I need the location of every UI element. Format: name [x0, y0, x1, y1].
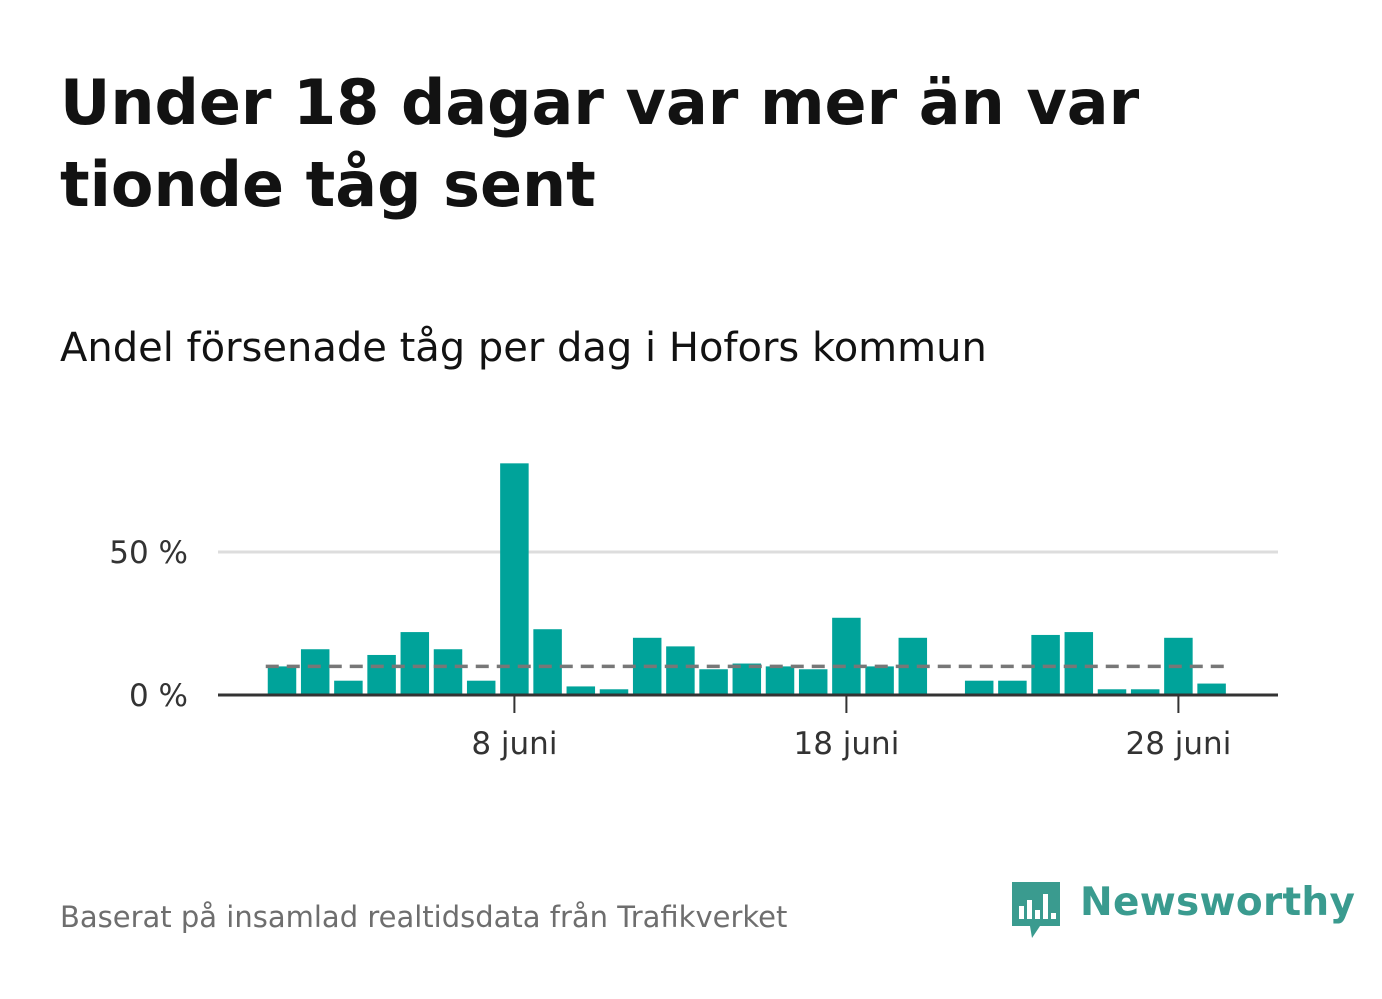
x-tick-label-1: 18 juni — [793, 726, 899, 762]
bar-day-7 — [466, 680, 496, 695]
bar-day-16 — [765, 666, 795, 695]
bars — [267, 463, 1226, 695]
bar-day-18 — [832, 617, 861, 695]
bar-day-13 — [666, 646, 695, 695]
bar-day-23 — [998, 680, 1027, 695]
y-tick-label-0: 0 % — [129, 678, 188, 714]
bar-day-5 — [400, 632, 430, 695]
bar-day-29 — [1197, 683, 1226, 695]
chart-title: Under 18 dagar var mer än var tionde tåg… — [60, 66, 1140, 221]
bar-day-4 — [367, 654, 396, 695]
bar-day-6 — [433, 649, 463, 695]
brand-name: Newsworthy — [1080, 880, 1356, 925]
bar-day-25 — [1064, 632, 1094, 695]
x-tick-label-0: 8 juni — [471, 726, 557, 762]
bar-day-11 — [599, 689, 629, 695]
bar-day-17 — [798, 669, 828, 695]
bar-day-8 — [500, 463, 529, 695]
bar-day-14 — [699, 669, 728, 695]
bar-chart-speech-bubble-icon — [1012, 882, 1060, 938]
bar-day-2 — [300, 649, 330, 695]
bar-day-3 — [334, 680, 363, 695]
axes: 0 % 50 % 8 juni 18 juni 28 juni — [109, 535, 1278, 762]
y-tick-label-1: 50 % — [109, 535, 188, 571]
brand-logo: Newsworthy — [1010, 878, 1355, 942]
bar-day-19 — [865, 666, 894, 695]
bar-day-22 — [964, 680, 994, 695]
chart-subtitle: Andel försenade tåg per dag i Hofors kom… — [60, 325, 987, 371]
bar-day-27 — [1130, 689, 1160, 695]
bar-day-1 — [267, 666, 297, 695]
x-tick-label-2: 28 juni — [1125, 726, 1231, 762]
bar-day-26 — [1097, 689, 1127, 695]
bar-day-15 — [732, 663, 762, 695]
source-note: Baserat på insamlad realtidsdata från Tr… — [60, 900, 788, 934]
bar-day-9 — [533, 629, 562, 695]
bar-day-10 — [566, 686, 596, 695]
